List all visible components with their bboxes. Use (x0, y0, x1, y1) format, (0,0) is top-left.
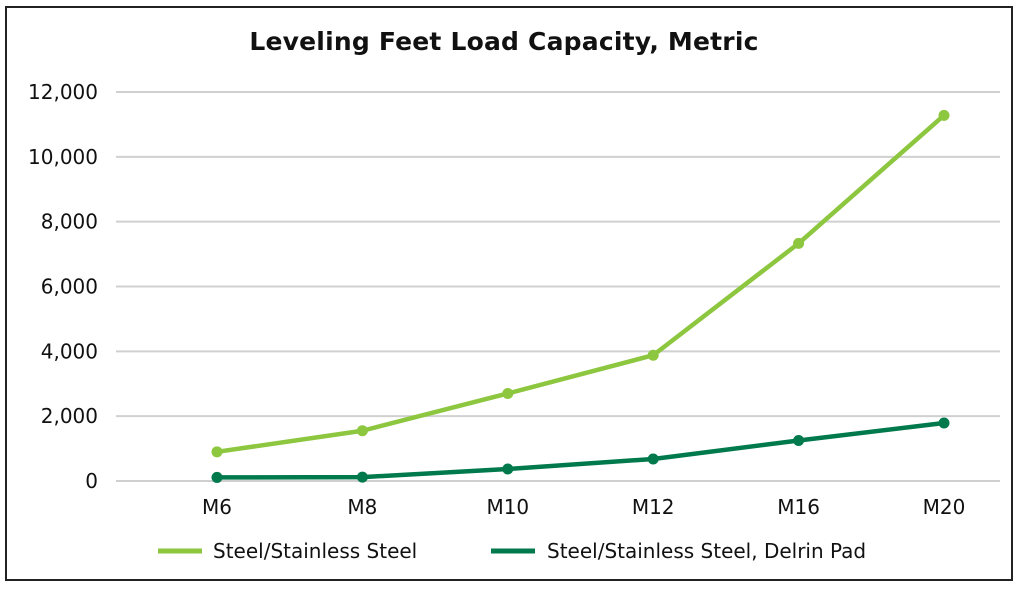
data-point (502, 463, 514, 475)
y-tick-label: 8,000 (41, 210, 98, 234)
y-tick-label: 10,000 (28, 145, 98, 169)
legend-item: Steel/Stainless Steel, Delrin Pad (491, 539, 866, 563)
x-tick-label: M6 (202, 495, 232, 519)
data-point (211, 446, 223, 458)
legend: Steel/Stainless Steel Steel/Stainless Ste… (158, 539, 866, 563)
x-tick-label: M8 (347, 495, 377, 519)
x-axis-tick-labels: M6 M8 M10 M12 M16 M20 (202, 495, 965, 519)
x-tick-label: M20 (923, 495, 966, 519)
data-point (793, 237, 805, 249)
x-tick-label: M12 (632, 495, 675, 519)
data-point (793, 434, 805, 446)
data-point (938, 417, 950, 429)
y-tick-label: 2,000 (41, 404, 98, 428)
series-2 (211, 417, 950, 483)
data-point (938, 109, 950, 121)
x-tick-label: M16 (777, 495, 820, 519)
chart-title: Leveling Feet Load Capacity, Metric (249, 27, 759, 56)
y-tick-label: 0 (85, 469, 98, 493)
data-point (502, 387, 514, 399)
legend-label: Steel/Stainless Steel (213, 539, 417, 563)
series-line (214, 113, 947, 455)
data-point (211, 471, 223, 483)
series-line (214, 420, 947, 480)
y-axis-tick-labels: 0 2,000 4,000 6,000 8,000 10,000 12,000 (28, 80, 98, 493)
legend-label: Steel/Stainless Steel, Delrin Pad (547, 539, 866, 563)
chart-frame (5, 6, 1013, 581)
legend-item: Steel/Stainless Steel (158, 539, 417, 563)
data-point (356, 471, 368, 483)
gridlines (116, 91, 1000, 482)
data-point (647, 453, 659, 465)
y-tick-label: 6,000 (41, 275, 98, 299)
series-lines (211, 109, 950, 483)
data-point (647, 349, 659, 361)
series-1 (211, 109, 950, 458)
y-tick-label: 4,000 (41, 339, 98, 363)
data-point (356, 425, 368, 437)
x-tick-label: M10 (486, 495, 529, 519)
y-tick-label: 12,000 (28, 80, 98, 104)
